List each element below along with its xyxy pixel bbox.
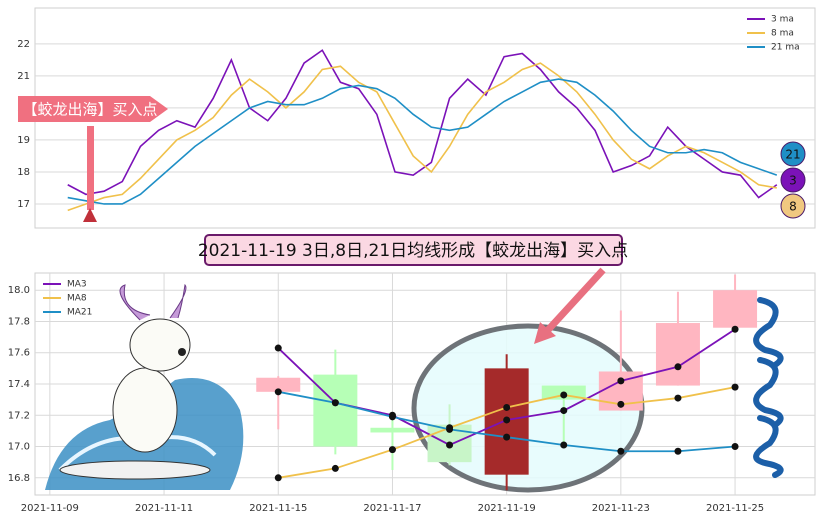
y-tick-label: 17.0 <box>8 442 30 453</box>
signal-arrow-head <box>534 322 556 344</box>
ma-line <box>67 78 778 205</box>
candle-body <box>313 374 358 447</box>
x-tick-label: 2021-11-11 <box>135 503 193 514</box>
y-tick-label: 18 <box>17 167 30 178</box>
ma-point <box>274 474 282 482</box>
ma-point <box>388 413 396 421</box>
y-tick-label: 17.4 <box>8 379 30 390</box>
candle-body <box>713 290 758 328</box>
candle-body <box>370 427 415 433</box>
ma-point <box>617 377 625 385</box>
ma-point <box>674 363 682 371</box>
buy-point-label: 【蛟龙出海】买入点 <box>22 101 157 119</box>
badge-label: 8 <box>789 200 797 214</box>
y-tick-label: 17 <box>17 199 30 210</box>
y-tick-label: 22 <box>17 39 30 50</box>
ma-point <box>274 344 282 352</box>
dragons <box>753 297 784 478</box>
y-tick-label: 18.0 <box>8 285 30 296</box>
plot-area <box>34 7 816 229</box>
surfboard <box>59 460 211 480</box>
signal-arrow <box>545 267 606 333</box>
ma-point <box>274 388 282 396</box>
x-tick-label: 2021-11-23 <box>592 503 650 514</box>
ma-line <box>67 49 778 199</box>
badge <box>780 193 806 219</box>
ma-point <box>446 425 454 433</box>
y-tick-label: 17.2 <box>8 410 30 421</box>
buy-arrow <box>18 96 168 122</box>
ma-point <box>503 403 511 411</box>
ma-point <box>503 416 511 424</box>
ma-point <box>731 443 739 451</box>
ma-point <box>331 464 339 472</box>
down-arrow <box>87 126 94 210</box>
ma-point <box>674 447 682 455</box>
legend-label: 8 ma <box>771 29 794 39</box>
y-tick-label: 17.6 <box>8 348 30 359</box>
illustrations <box>45 283 784 490</box>
ma-point <box>503 433 511 441</box>
legend-label: MA8 <box>67 294 87 304</box>
ma-point <box>560 441 568 449</box>
x-tick-label: 2021-11-25 <box>706 503 764 514</box>
y-tick-label: 16.8 <box>8 473 30 484</box>
horns <box>119 283 187 321</box>
candle-body <box>256 377 301 392</box>
ma-point <box>731 383 739 391</box>
badge-label: 3 <box>789 174 797 188</box>
ma-point <box>674 394 682 402</box>
signal-banner: 2021-11-19 3日,8日,21日均线形成【蛟龙出海】买入点 <box>198 241 628 261</box>
legend-label: MA21 <box>67 308 92 318</box>
dog-head <box>129 318 191 372</box>
ma-point <box>446 441 454 449</box>
ma-point <box>617 447 625 455</box>
dog-body <box>112 367 178 453</box>
plot-background: 171819202122 <box>17 7 816 229</box>
legend-label: 21 ma <box>771 43 800 53</box>
y-tick-label: 21 <box>17 71 30 82</box>
ma-point <box>560 391 568 399</box>
badge <box>780 167 806 193</box>
banner-box <box>204 234 623 266</box>
dog-nose <box>178 348 186 356</box>
x-tick-label: 2021-11-19 <box>478 503 536 514</box>
legend-label: MA3 <box>67 280 87 290</box>
ma-point <box>331 399 339 407</box>
y-tick-label: 17.8 <box>8 316 30 327</box>
ma-line <box>67 62 777 212</box>
ma-point <box>731 325 739 333</box>
ma-point <box>617 400 625 408</box>
down-arrow-head <box>83 208 97 222</box>
ma-point <box>388 446 396 454</box>
x-tick-label: 2021-11-15 <box>249 503 307 514</box>
annotations: 【蛟龙出海】买入点 2021-11-19 3日,8日,21日均线形成【蛟龙出海】… <box>18 96 806 344</box>
badge-label: 21 <box>785 148 800 162</box>
x-tick-label: 2021-11-09 <box>21 503 79 514</box>
y-tick-label: 19 <box>17 135 30 146</box>
x-tick-label: 2021-11-17 <box>363 503 421 514</box>
legend-label: 3 ma <box>771 15 794 25</box>
candle-body <box>655 323 700 386</box>
badge <box>780 141 806 167</box>
ma-point <box>560 407 568 415</box>
